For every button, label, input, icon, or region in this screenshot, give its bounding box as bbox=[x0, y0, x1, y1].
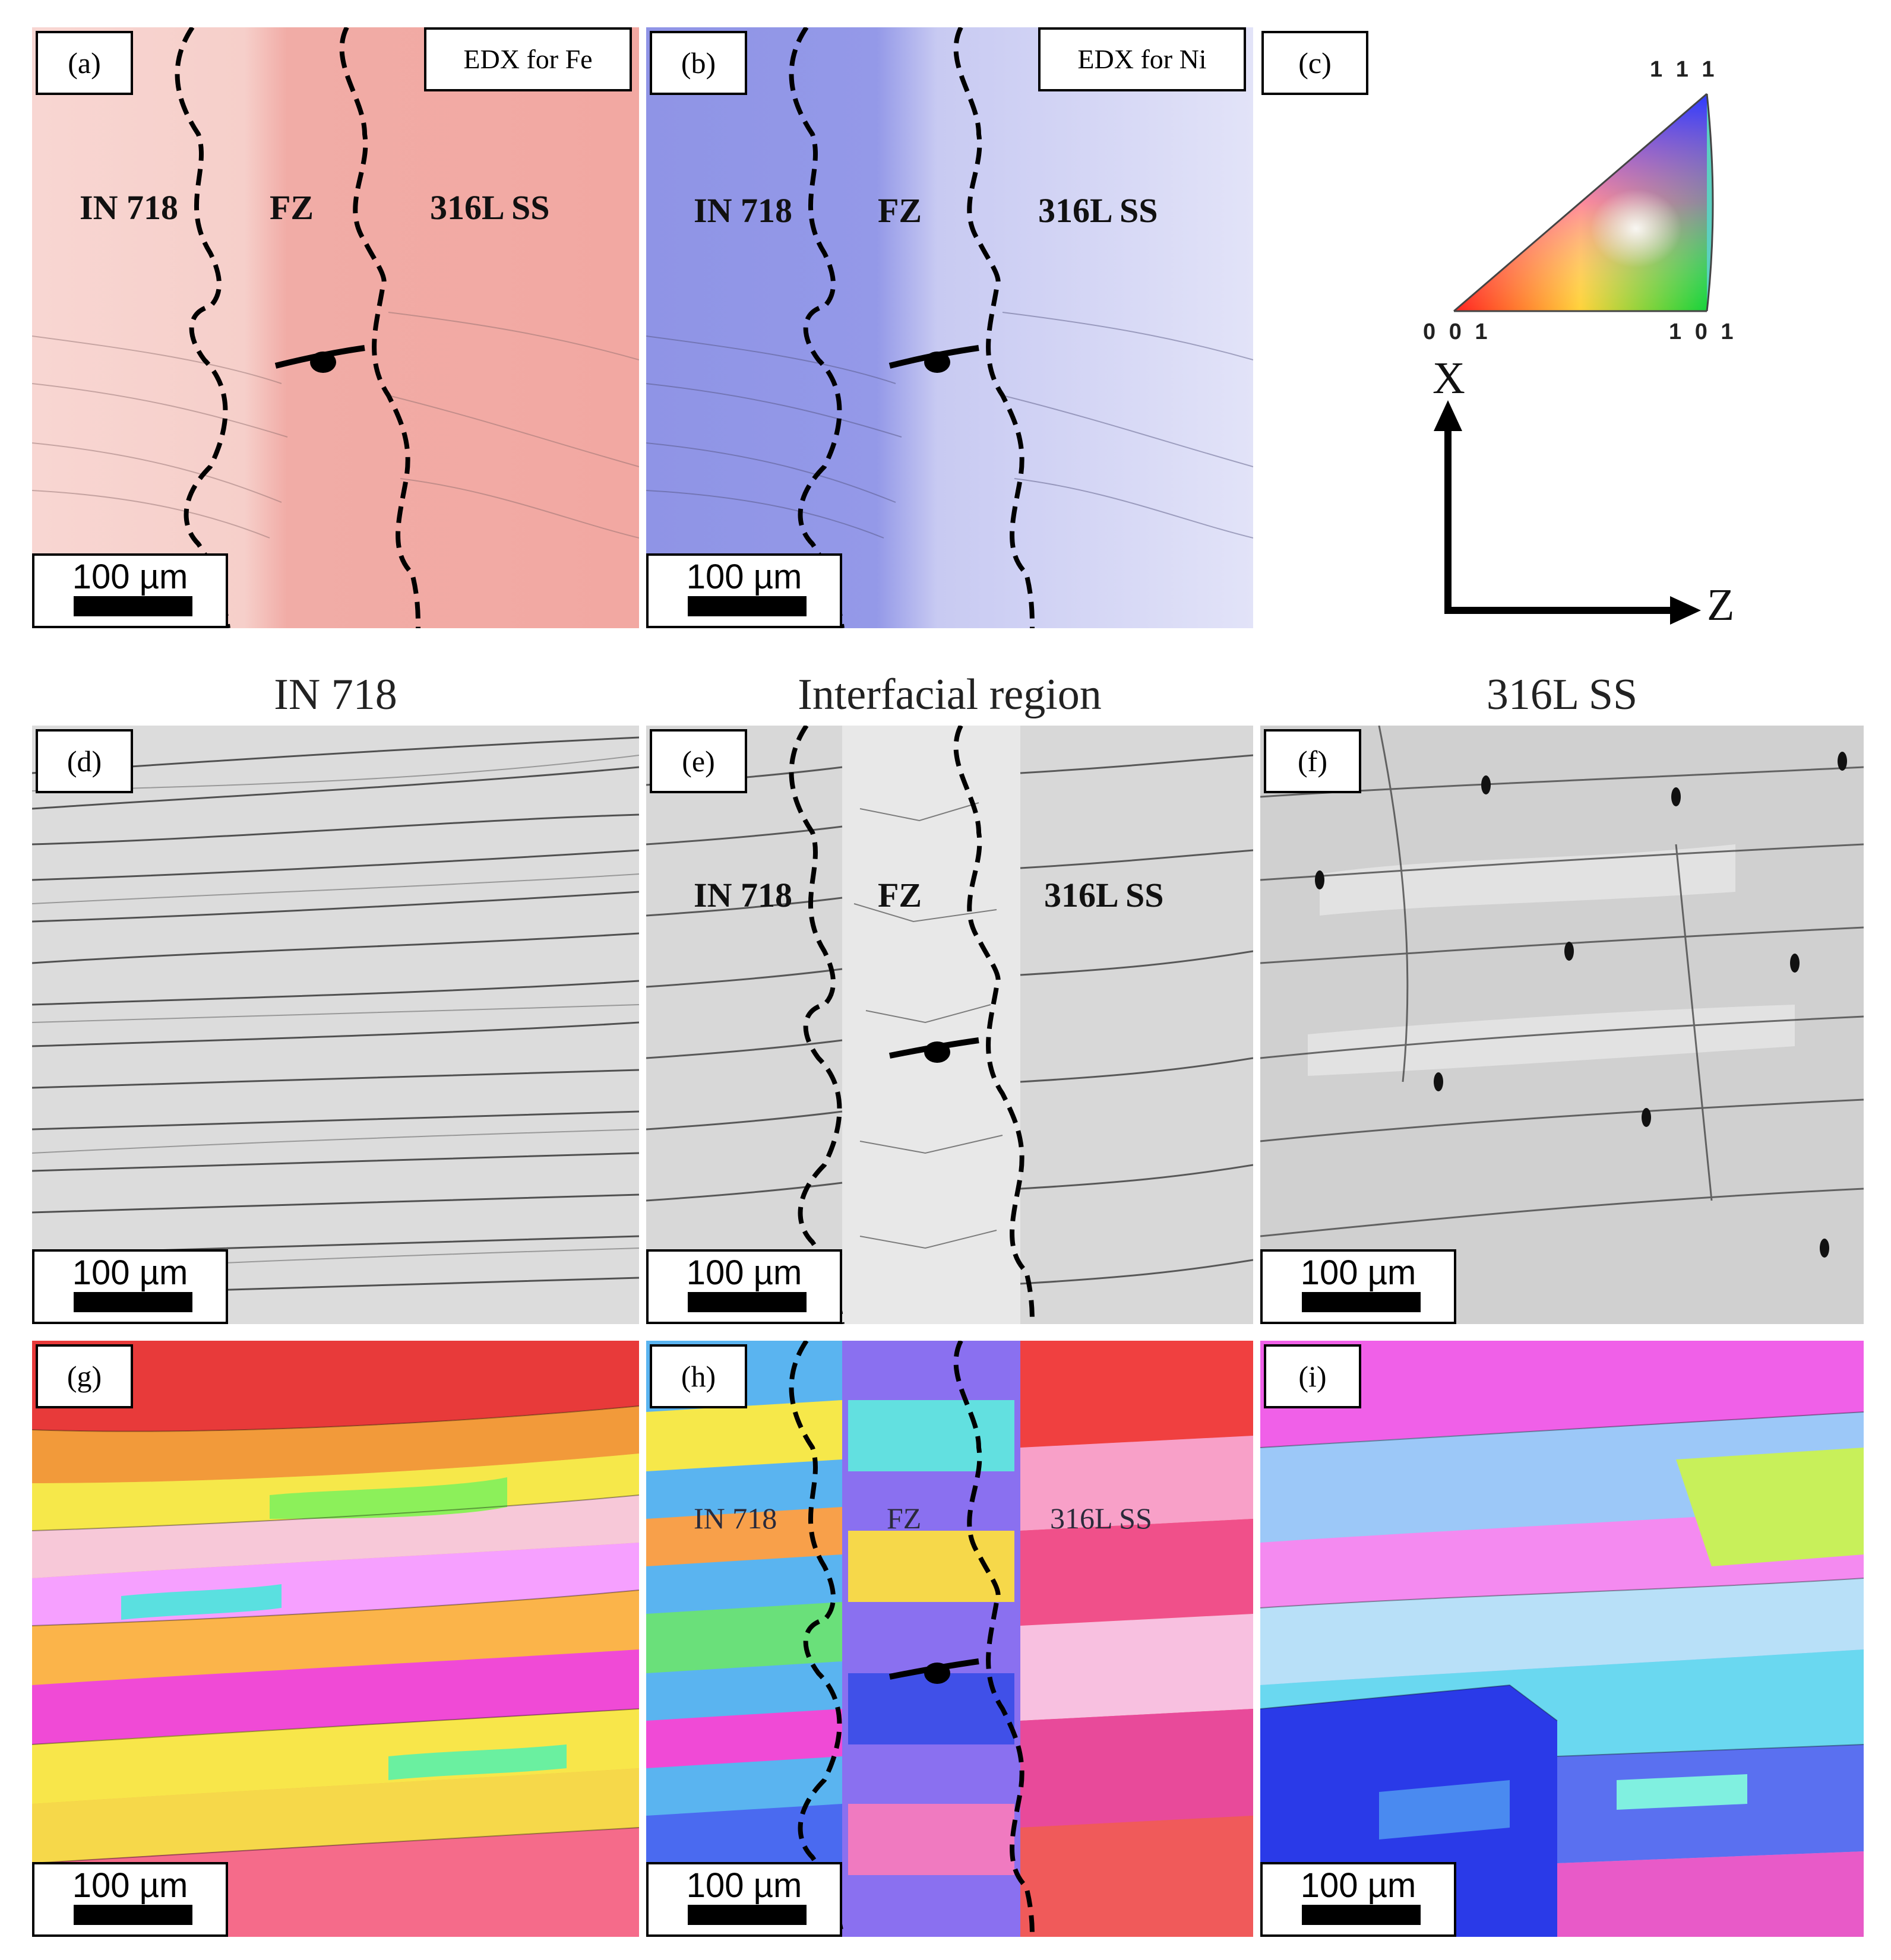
panel-f-band-contrast: (f) 100 µm bbox=[1260, 726, 1864, 1324]
scale-bar-line bbox=[1302, 1905, 1421, 1925]
column-title-in718: IN 718 bbox=[274, 670, 397, 719]
scale-bar: 100 µm bbox=[1260, 1862, 1456, 1937]
ipf-map-316l bbox=[1260, 1341, 1864, 1937]
panel-i-ipf-map: (i) 100 µm bbox=[1260, 1341, 1864, 1937]
panel-h-ipf-map: (h) IN 718 FZ 316L SS 100 µm bbox=[646, 1341, 1253, 1937]
panel-g-label: (g) bbox=[36, 1344, 133, 1408]
ipf-color-triangle bbox=[1434, 93, 1714, 625]
panel-d-label: (d) bbox=[36, 729, 133, 793]
ipf-label-001: 0 0 1 bbox=[1423, 319, 1491, 344]
scale-bar: 100 µm bbox=[646, 553, 842, 628]
panel-e-band-contrast: (e) IN 718 FZ 316L SS 100 µm bbox=[646, 726, 1253, 1324]
axis-label-x: X bbox=[1433, 353, 1465, 403]
panel-d-band-contrast: (d) 100 µm bbox=[32, 726, 639, 1324]
region-label-316l: 316L SS bbox=[1050, 1502, 1152, 1535]
panel-a-label: (a) bbox=[36, 31, 133, 95]
band-contrast-map-in718 bbox=[32, 726, 639, 1324]
scale-bar: 100 µm bbox=[1260, 1249, 1456, 1324]
scale-bar-label: 100 µm bbox=[72, 1253, 188, 1292]
region-label-in718: IN 718 bbox=[694, 1502, 777, 1535]
region-label-fz: FZ bbox=[878, 876, 922, 914]
scale-bar-line bbox=[74, 1905, 192, 1925]
panel-i-label: (i) bbox=[1264, 1344, 1361, 1408]
scale-bar-label: 100 µm bbox=[72, 1866, 188, 1905]
scale-bar-label: 100 µm bbox=[686, 1866, 802, 1905]
region-label-fz: FZ bbox=[270, 188, 314, 227]
region-label-in718: IN 718 bbox=[694, 876, 792, 914]
scale-bar-label: 100 µm bbox=[686, 558, 802, 596]
ipf-label-111: 1 1 1 bbox=[1650, 57, 1718, 82]
scale-bar-label: 100 µm bbox=[72, 558, 188, 596]
panel-c-label: (c) bbox=[1261, 31, 1368, 95]
panel-g-ipf-map: (g) 100 µm bbox=[32, 1341, 639, 1937]
region-label-316l: 316L SS bbox=[430, 188, 550, 227]
region-label-in718: IN 718 bbox=[694, 191, 792, 230]
scale-bar-line bbox=[688, 1905, 807, 1925]
scale-bar-label: 100 µm bbox=[1300, 1866, 1416, 1905]
panel-b-edx-ni: (b) EDX for Ni IN 718 FZ 316L SS 100 µm bbox=[646, 27, 1253, 628]
scale-bar: 100 µm bbox=[32, 1862, 228, 1937]
scale-bar: 100 µm bbox=[646, 1249, 842, 1324]
edx-ni-title-box: EDX for Ni bbox=[1038, 27, 1246, 91]
scale-bar-label: 100 µm bbox=[1300, 1253, 1416, 1292]
band-contrast-map-interface bbox=[646, 726, 1253, 1324]
panel-f-label: (f) bbox=[1264, 729, 1361, 793]
ipf-map-in718 bbox=[32, 1341, 639, 1937]
panel-a-edx-fe: (a) EDX for Fe IN 718 FZ 316L SS 100 µm bbox=[32, 27, 639, 628]
edx-ni-map bbox=[646, 27, 1253, 628]
region-label-fz: FZ bbox=[878, 191, 922, 230]
panel-b-label: (b) bbox=[650, 31, 747, 95]
scale-bar-line bbox=[688, 1292, 807, 1312]
ipf-label-101: 1 0 1 bbox=[1669, 319, 1737, 344]
region-label-fz: FZ bbox=[887, 1502, 922, 1535]
scale-bar: 100 µm bbox=[646, 1862, 842, 1937]
scale-bar-line bbox=[74, 1292, 192, 1312]
region-label-316l: 316L SS bbox=[1044, 876, 1164, 914]
scale-bar-line bbox=[74, 596, 192, 616]
panel-c-legend: (c) 1 1 1 0 0 1 bbox=[1258, 27, 1864, 628]
axis-label-z: Z bbox=[1707, 580, 1735, 628]
panel-e-label: (e) bbox=[650, 729, 747, 793]
edx-fe-title-box: EDX for Fe bbox=[424, 27, 632, 91]
band-contrast-map-316l bbox=[1260, 726, 1864, 1324]
region-label-316l: 316L SS bbox=[1038, 191, 1158, 230]
scale-bar-label: 100 µm bbox=[686, 1253, 802, 1292]
column-title-interfacial: Interfacial region bbox=[798, 670, 1102, 719]
scale-bar: 100 µm bbox=[32, 1249, 228, 1324]
region-label-in718: IN 718 bbox=[80, 188, 178, 227]
scale-bar: 100 µm bbox=[32, 553, 228, 628]
panel-h-label: (h) bbox=[650, 1344, 747, 1408]
edx-fe-map bbox=[32, 27, 639, 628]
scale-bar-line bbox=[688, 596, 807, 616]
column-title-316l: 316L SS bbox=[1486, 670, 1638, 719]
scale-bar-line bbox=[1302, 1292, 1421, 1312]
ipf-map-interface bbox=[646, 1341, 1253, 1937]
